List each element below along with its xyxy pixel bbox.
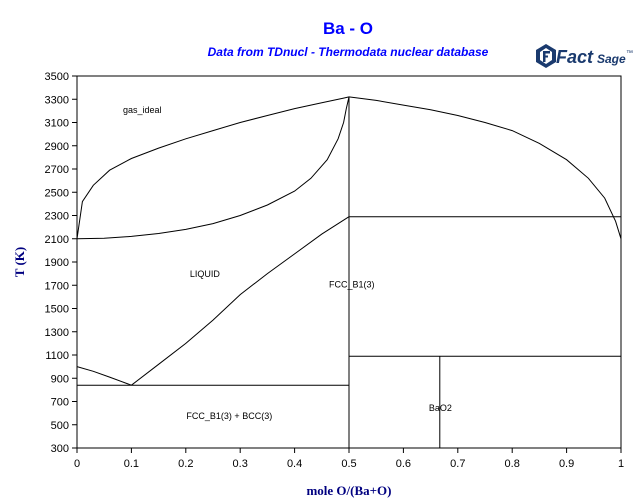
y-tick-label: 3300 bbox=[45, 94, 69, 106]
x-tick-label: 0.1 bbox=[124, 458, 139, 470]
factsage-logo-mark: ™ bbox=[626, 50, 633, 57]
boundary-gas-liquid-lower-left bbox=[76, 96, 350, 240]
chart-title: Ba - O bbox=[323, 19, 373, 38]
y-tick-label: 2900 bbox=[45, 141, 69, 153]
x-tick-label: 0.5 bbox=[341, 458, 356, 470]
x-tick-label: 0.6 bbox=[396, 458, 411, 470]
y-tick-label: 1500 bbox=[45, 304, 69, 316]
x-axis-label: mole O/(Ba+O) bbox=[306, 483, 391, 498]
x-tick-label: 0.8 bbox=[505, 458, 520, 470]
x-tick-label: 0 bbox=[74, 458, 80, 470]
y-tick-label: 700 bbox=[51, 397, 69, 409]
x-tick-label: 0.3 bbox=[233, 458, 248, 470]
y-axis-ticks: 3500 3300 3100 2900 2700 2500 2300 2100 1900 1700… bbox=[45, 71, 77, 455]
y-tick-label: 1100 bbox=[45, 350, 69, 362]
y-tick-label: 1900 bbox=[45, 257, 69, 269]
y-tick-label: 3500 bbox=[45, 71, 69, 83]
x-tick-label: 1 bbox=[618, 458, 624, 470]
x-tick-label: 0.9 bbox=[559, 458, 574, 470]
boundary-gas-liquid-right bbox=[348, 96, 622, 239]
phase-boundaries bbox=[76, 96, 622, 448]
y-tick-label: 1700 bbox=[45, 280, 69, 292]
region-label: FCC_B1(3) + BCC(3) bbox=[186, 411, 272, 421]
y-axis-label: T (K) bbox=[12, 247, 27, 277]
boundary-liquidus-fcc bbox=[131, 216, 350, 386]
chart-subtitle: Data from TDnucl - Thermodata nuclear da… bbox=[208, 45, 489, 59]
x-tick-label: 0.2 bbox=[178, 458, 193, 470]
phase-region-labels: gas_ideal LIQUID FCC_B1(3) FCC_B1(3) + BCC(… bbox=[123, 105, 452, 421]
factsage-logo: Fact Sage ™ bbox=[536, 44, 633, 68]
factsage-logo-brand: Fact bbox=[556, 47, 594, 67]
y-tick-label: 500 bbox=[51, 420, 69, 432]
boundary-liquidus-bcc bbox=[76, 366, 132, 386]
region-label: FCC_B1(3) bbox=[329, 280, 375, 290]
y-tick-label: 2700 bbox=[45, 164, 69, 176]
factsage-logo-icon bbox=[536, 44, 556, 68]
y-tick-label: 300 bbox=[51, 443, 69, 455]
region-label: BaO2 bbox=[429, 403, 452, 413]
factsage-logo-suffix: Sage bbox=[597, 52, 626, 66]
x-axis-ticks: 0 0.1 0.2 0.3 0.4 0.5 0.6 0.7 0.8 0.9 1 bbox=[74, 448, 624, 470]
y-tick-label: 2500 bbox=[45, 187, 69, 199]
x-tick-label: 0.4 bbox=[287, 458, 302, 470]
y-tick-label: 2300 bbox=[45, 211, 69, 223]
y-tick-label: 2100 bbox=[45, 234, 69, 246]
y-tick-label: 3100 bbox=[45, 118, 69, 130]
x-tick-label: 0.7 bbox=[450, 458, 465, 470]
y-tick-label: 900 bbox=[51, 373, 69, 385]
boundary-gas-liquid-upper-left bbox=[76, 96, 350, 239]
y-tick-label: 1300 bbox=[45, 327, 69, 339]
region-label: LIQUID bbox=[190, 269, 221, 279]
region-label: gas_ideal bbox=[123, 105, 162, 115]
